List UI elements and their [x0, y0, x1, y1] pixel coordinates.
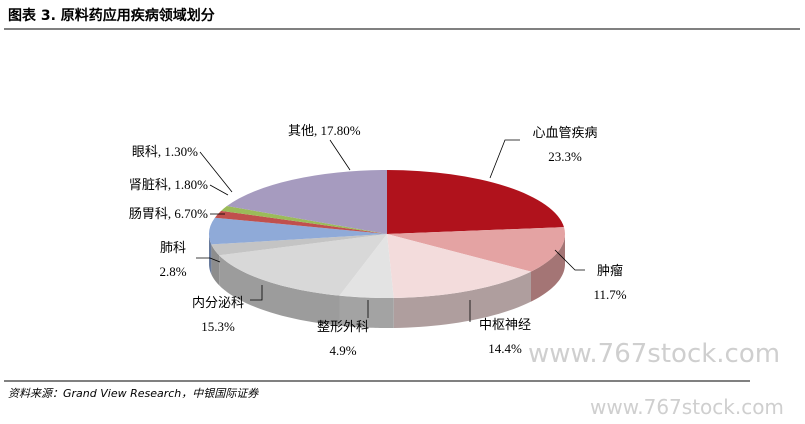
value-label: 4.9% [329, 343, 356, 358]
slice [387, 234, 532, 298]
category-label: 内分泌科 [192, 295, 244, 310]
slice [221, 206, 387, 234]
category-label: 眼科 [132, 144, 158, 159]
category-label: 其他 [288, 123, 314, 138]
leader-line [554, 249, 585, 271]
slice [214, 210, 387, 234]
leader-line [489, 139, 520, 179]
category-label: 肺科 [160, 240, 186, 255]
slice [387, 170, 564, 234]
slice [226, 170, 387, 234]
leader-line [209, 184, 229, 196]
value-label: , 1.30% [158, 144, 198, 159]
slice-side [393, 271, 532, 328]
value-label: , 17.80% [314, 123, 361, 138]
slice [211, 234, 387, 256]
value-label: , 6.70% [168, 206, 208, 221]
slice-side [219, 255, 340, 326]
leader-line [199, 151, 233, 193]
leader-line [250, 285, 263, 301]
slice-side [209, 234, 212, 275]
watermark: www.767stock.com [528, 339, 780, 369]
category-label: 心血管疾病 [532, 125, 597, 140]
value-label: 15.3% [201, 319, 235, 334]
category-label: 中枢神经 [479, 317, 531, 332]
value-label: 23.3% [548, 149, 582, 164]
leader-line [196, 257, 221, 263]
slice-label: 眼科, 1.30% [132, 144, 198, 159]
slice [219, 234, 387, 296]
value-label: , 1.80% [168, 177, 208, 192]
pie [209, 170, 565, 328]
value-label: 14.4% [488, 341, 522, 356]
value-label: 11.7% [593, 287, 626, 302]
slice-label: 肾脏科, 1.80% [129, 177, 208, 192]
category-label: 肿瘤 [597, 263, 623, 278]
value-label: 2.8% [159, 264, 186, 279]
slice-label: 肠胃科, 6.70% [129, 206, 208, 221]
slice-label: 其他, 17.80% [288, 123, 361, 138]
slice-side [531, 234, 565, 302]
category-label: 肠胃科 [129, 206, 168, 221]
title: 图表 3. 原料药应用疾病领域划分 [8, 7, 215, 24]
source: 资料来源：Grand View Research，中银国际证券 [8, 387, 259, 400]
leader-line [329, 139, 351, 171]
category-label: 肾脏科 [129, 177, 168, 192]
slice [339, 234, 394, 298]
watermark: www.767stock.com [590, 395, 784, 419]
labels: 心血管疾病 23.3% 肿瘤 11.7% 中枢神经 14.4% 整形外科 4.9% 内分泌科 15… [129, 123, 627, 358]
category-label: 整形外科 [317, 319, 369, 334]
slice [387, 227, 565, 272]
slice [209, 217, 387, 245]
slice-side [211, 244, 220, 286]
slice-side [339, 295, 394, 328]
